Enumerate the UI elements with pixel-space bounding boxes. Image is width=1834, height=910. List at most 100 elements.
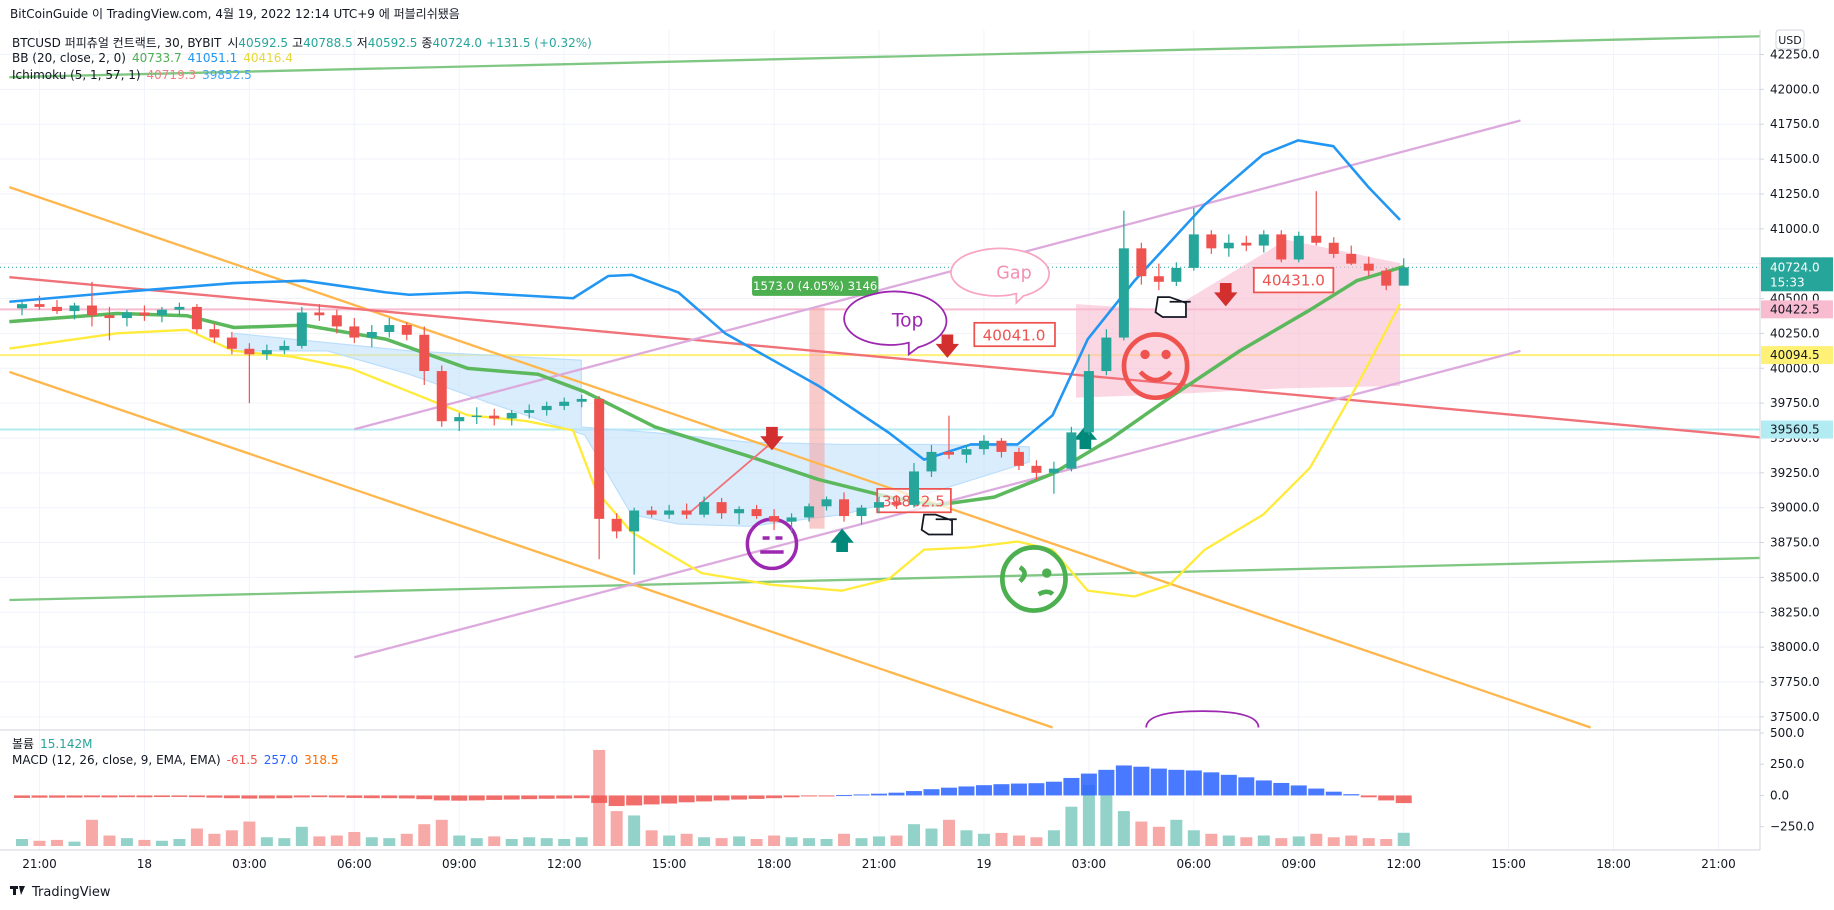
volume-bar xyxy=(558,839,571,846)
candle-body xyxy=(104,315,115,319)
ohlc-item: 고40788.5 xyxy=(292,36,353,50)
trend-line xyxy=(8,370,1054,729)
macd-bar xyxy=(31,795,48,798)
macd-bar xyxy=(1238,777,1255,796)
volume-bar xyxy=(960,830,973,846)
header: BitCoinGuide 이 TradingView.com, 4월 19, 2… xyxy=(10,7,460,21)
macd-bar xyxy=(696,795,713,802)
x-tick-label: 03:00 xyxy=(1072,857,1107,871)
emoji-happy xyxy=(1121,332,1190,401)
ohlc-key: 고 xyxy=(292,36,304,50)
trend-line xyxy=(9,35,1761,79)
symbol: BTCUSD 퍼피츄얼 컨트랙트, 30, BYBIT xyxy=(12,36,222,50)
volume-bar xyxy=(715,838,728,846)
x-tick-label: 03:00 xyxy=(232,857,267,871)
price-line-label-box xyxy=(1761,300,1833,319)
macd-bar xyxy=(871,793,888,796)
x-tick-label: 06:00 xyxy=(337,857,372,871)
volume-bar xyxy=(85,819,98,846)
x-tick-label: 09:00 xyxy=(442,857,477,871)
candle-body xyxy=(576,398,587,402)
macd-bar xyxy=(731,795,748,800)
volume-bar xyxy=(1205,833,1218,846)
bb-upper xyxy=(9,139,1401,461)
candle-body xyxy=(314,312,325,316)
volume-bar xyxy=(68,841,81,846)
down-arrow xyxy=(760,426,784,451)
volume-bar xyxy=(33,840,46,846)
pointer-hand xyxy=(1154,296,1191,318)
volume-bar xyxy=(855,838,868,846)
bb-basis xyxy=(9,264,1405,508)
volume-value: 15.142M xyxy=(40,737,93,751)
macd-bar xyxy=(1378,795,1395,801)
macd-bar xyxy=(1010,783,1027,796)
volume-bar xyxy=(1397,832,1410,846)
macd-bar xyxy=(521,795,538,800)
x-tick-label: 15:00 xyxy=(1491,857,1526,871)
price-line-label-box xyxy=(1761,420,1833,439)
price-note-box xyxy=(973,321,1056,348)
footer: TradingView xyxy=(31,885,111,900)
y-tick-label: 39000.0 xyxy=(1770,501,1820,515)
indicator-name: BB (20, close, 2, 0) xyxy=(12,51,126,65)
candle-body xyxy=(506,412,517,419)
macd-bar xyxy=(766,795,783,799)
y-tick-label: 41500.0 xyxy=(1770,152,1820,166)
candle-body xyxy=(716,502,727,514)
callout-text: Gap xyxy=(996,263,1031,283)
volume-bar xyxy=(155,840,168,846)
price-line-label: 40094.5 xyxy=(1770,348,1820,362)
macd-bar xyxy=(381,795,398,799)
candle-body xyxy=(1171,267,1182,282)
volume-bar xyxy=(838,833,851,846)
volume-bar xyxy=(610,811,623,846)
volume-bar xyxy=(470,838,483,846)
macd-bar xyxy=(293,795,310,798)
macd-bar xyxy=(398,795,415,799)
candle-body xyxy=(419,334,430,372)
candle-body xyxy=(891,502,902,505)
y-tick-label: 40250.0 xyxy=(1770,326,1820,340)
candle-body xyxy=(559,401,570,406)
arrow-line xyxy=(689,443,771,513)
candle-body xyxy=(296,312,307,346)
ohlc-value: 40592.5 xyxy=(367,36,418,50)
x-tick-label: 21:00 xyxy=(862,857,897,871)
y-tick-label: 38000.0 xyxy=(1770,640,1820,654)
x-tick-label: 06:00 xyxy=(1177,857,1212,871)
candle-body xyxy=(1188,234,1199,268)
change: +131.5 (+0.32%) xyxy=(486,36,592,50)
y-tick-label: 39750.0 xyxy=(1770,396,1820,410)
measure-label-box xyxy=(752,276,879,296)
candle-body xyxy=(1398,267,1409,286)
down-arrow xyxy=(1214,283,1238,307)
candle-body xyxy=(839,499,850,517)
volume-bar xyxy=(435,819,448,846)
volume-bar xyxy=(1310,833,1323,846)
macd-bar xyxy=(591,795,608,803)
x-tick-label: 19 xyxy=(976,857,991,871)
volume-bar xyxy=(1082,784,1095,846)
candle-body xyxy=(1381,270,1392,286)
macd-bar xyxy=(416,795,433,800)
volume-bar xyxy=(663,835,676,846)
macd-bar xyxy=(153,795,170,798)
macd-bar xyxy=(83,795,100,798)
macd-bar xyxy=(276,795,293,799)
callout-text: Top xyxy=(891,310,924,331)
candle-body xyxy=(226,337,237,349)
indicator-value: 40733.7 xyxy=(131,51,182,65)
candle-body xyxy=(1363,263,1374,271)
volume-bar xyxy=(138,839,151,846)
candle-body xyxy=(594,398,605,519)
ohlc-value: 40788.5 xyxy=(303,36,353,50)
currency-box xyxy=(1775,29,1805,50)
volume-bar xyxy=(348,832,361,846)
volume-bar xyxy=(1030,837,1043,846)
volume-bar xyxy=(1257,835,1270,846)
macd-y-tick-label: 0.0 xyxy=(1770,788,1789,802)
indicator-value: 40416.4 xyxy=(243,51,293,65)
macd-bar xyxy=(975,785,992,796)
